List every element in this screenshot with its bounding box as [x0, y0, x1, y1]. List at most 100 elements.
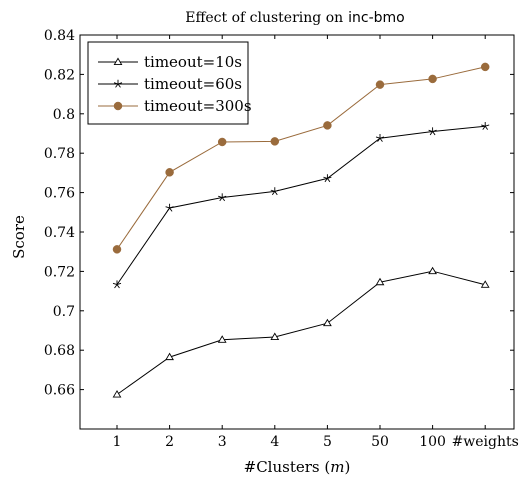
chart-title: Effect of clustering on inc-bmo [185, 10, 405, 26]
star-stroke [221, 197, 226, 202]
y-tick-label: 0.8 [53, 107, 75, 123]
y-tick-label: 0.82 [44, 67, 75, 83]
data-point [270, 332, 280, 340]
star-stroke [327, 178, 331, 183]
star-stroke [327, 176, 332, 179]
star-stroke [377, 137, 381, 142]
star-stroke [429, 131, 433, 136]
legend-entry: timeout=60s [98, 75, 242, 93]
data-point [217, 335, 227, 343]
x-tick-label: #weights [452, 434, 519, 450]
data-point [481, 122, 490, 130]
series-1 [112, 122, 490, 289]
series-line [116, 125, 486, 285]
star-stroke [379, 136, 385, 139]
legend: timeout=10s timeout=60s timeout=300s [87, 41, 252, 125]
star-stroke [169, 206, 174, 209]
series-0 [112, 266, 490, 398]
legend-marker [113, 101, 123, 111]
data-point [480, 280, 490, 288]
x-axis-title: #Clusters (m) [244, 458, 351, 476]
star-stroke [375, 136, 381, 139]
star-stroke [113, 82, 119, 85]
y-tick-label: 0.78 [44, 146, 75, 162]
star-stroke [432, 131, 436, 136]
data-point [112, 280, 122, 289]
x-tick-label: 100 [419, 434, 446, 450]
star-stroke [218, 195, 223, 198]
star-stroke [117, 83, 121, 88]
data-point [112, 245, 122, 254]
data-point [323, 174, 332, 183]
y-tick-label: 0.74 [44, 225, 75, 241]
x-axis-title-end: ) [344, 458, 350, 476]
data-point [480, 62, 490, 72]
x-tick-label: 2 [165, 434, 174, 450]
y-tick-label: 0.84 [44, 28, 75, 44]
data-point [112, 390, 122, 398]
star-stroke [112, 282, 118, 286]
data-point [217, 137, 227, 147]
star-stroke [481, 124, 486, 127]
star-stroke [482, 125, 486, 130]
x-tick-label: 50 [371, 434, 389, 450]
star-stroke [169, 207, 173, 212]
data-point [323, 121, 332, 130]
chart-title-text: Effect of clustering on [185, 10, 343, 26]
star-stroke [324, 178, 328, 183]
data-point [165, 352, 174, 361]
data-point [375, 80, 385, 89]
star-stroke [219, 197, 223, 202]
x-tick-label: 5 [323, 434, 332, 450]
star-stroke [432, 129, 437, 132]
legend-label: timeout=60s [144, 75, 242, 93]
x-tick-label: 1 [113, 434, 122, 450]
star-stroke [274, 191, 278, 196]
series-layer [112, 62, 490, 398]
x-tick-label: 4 [270, 434, 279, 450]
legend-label: timeout=300s [144, 97, 252, 115]
data-point [428, 74, 437, 84]
legend-marker [113, 79, 123, 88]
star-stroke [115, 83, 119, 88]
star-stroke [116, 284, 120, 289]
star-stroke [165, 206, 170, 209]
legend-entry: timeout=10s [98, 53, 242, 71]
legend-entry: timeout=300s [98, 97, 252, 115]
series-line [116, 66, 486, 250]
data-point [270, 187, 279, 196]
data-point [165, 168, 174, 177]
star-stroke [270, 189, 275, 192]
data-point [165, 203, 174, 212]
x-tick-label: 3 [218, 434, 227, 450]
y-axis: 0.66 0.68 0.7 0.72 0.74 0.76 0.78 0.8 0.82 0.84 [44, 28, 514, 399]
star-stroke [222, 195, 227, 198]
x-axis: 1 2 3 4 5 50 100 #weights [113, 35, 519, 450]
legend-marker [113, 57, 123, 65]
series-2 [112, 62, 490, 254]
chart-title-code: inc-bmo [348, 10, 405, 26]
star-stroke [485, 124, 490, 127]
data-point [218, 193, 227, 202]
data-point [375, 277, 385, 286]
data-point [428, 266, 437, 275]
y-tick-label: 0.72 [44, 264, 75, 280]
data-point [323, 318, 332, 327]
data-point [270, 137, 280, 146]
star-stroke [117, 82, 123, 85]
star-stroke [271, 191, 276, 196]
x-axis-title-text: #Clusters ( [244, 458, 331, 476]
star-stroke [428, 129, 433, 132]
y-axis-title: Score [10, 215, 28, 259]
star-stroke [484, 125, 489, 130]
star-stroke [323, 176, 328, 179]
data-point [428, 127, 437, 136]
series-line [116, 270, 486, 395]
star-stroke [116, 282, 122, 286]
y-tick-label: 0.7 [53, 304, 75, 320]
data-point [375, 134, 385, 142]
y-tick-label: 0.76 [44, 186, 75, 202]
y-tick-label: 0.66 [44, 383, 75, 399]
star-stroke [379, 137, 383, 142]
